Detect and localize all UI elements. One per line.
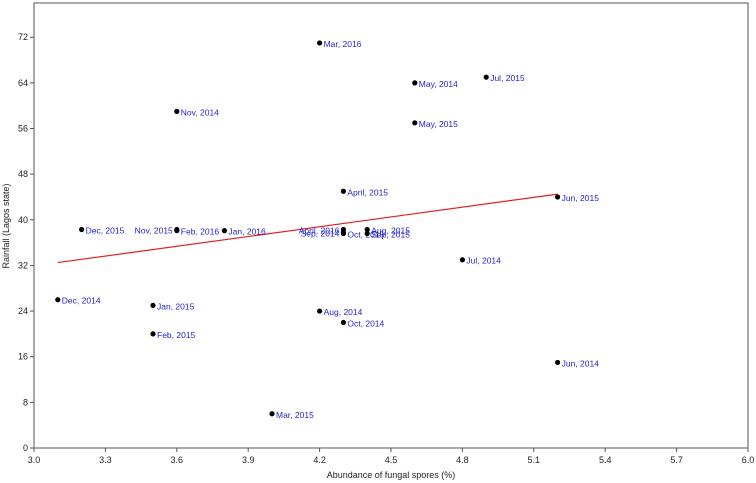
y-tick-label: 56 — [18, 124, 28, 134]
data-point-label: Jun, 2015 — [562, 193, 600, 203]
data-point — [364, 230, 370, 237]
x-tick-label: 3.3 — [99, 455, 112, 465]
y-axis: 0 8 16 24 32 40 48 56 64 72 — [18, 32, 34, 453]
data-point — [364, 226, 370, 233]
data-point-label: Sep, 2014 — [301, 228, 340, 238]
data-point-label: Feb, 2015 — [157, 330, 196, 340]
data-point — [55, 297, 61, 303]
y-tick-label: 40 — [18, 215, 28, 225]
data-point-label: Aug, 2014 — [324, 307, 363, 317]
y-tick-label: 8 — [23, 397, 28, 407]
x-tick-label: 4.2 — [313, 455, 326, 465]
data-point — [221, 228, 227, 234]
data-point-label: Oct, 2014 — [347, 318, 384, 328]
y-tick-label: 0 — [23, 443, 28, 453]
data-point — [317, 40, 323, 46]
data-point-label: Jan, 2015 — [157, 301, 195, 311]
data-point — [174, 108, 180, 114]
data-point-label: May, 2014 — [419, 79, 458, 89]
data-point — [174, 228, 180, 234]
data-point-label: Jul, 2014 — [466, 256, 501, 266]
data-point — [555, 359, 561, 366]
data-point — [340, 188, 346, 194]
trendline — [57, 193, 558, 264]
plot-area — [33, 2, 749, 449]
data-point-label: Jul, 2015 — [490, 73, 525, 83]
data-point-label: Feb, 2016 — [181, 227, 220, 237]
data-point — [317, 308, 323, 314]
y-tick-label: 32 — [18, 260, 28, 270]
x-tick-label: 5.4 — [599, 455, 612, 465]
x-tick-label: 4.5 — [385, 455, 398, 465]
y-tick-label: 64 — [18, 78, 28, 88]
data-point — [412, 80, 418, 86]
x-tick-label: 6.0 — [742, 455, 755, 465]
data-point — [150, 331, 156, 337]
y-axis-title: Rainfall (Lagos state) — [1, 183, 11, 268]
x-tick-label: 4.8 — [456, 455, 469, 465]
data-point-label: April, 2015 — [347, 187, 388, 197]
y-tick-label: 48 — [18, 169, 28, 179]
data-point-label: Mar, 2016 — [324, 39, 362, 49]
x-tick-label: 5.7 — [670, 455, 683, 465]
data-point-label: Nov, 2014 — [181, 107, 219, 117]
data-point-label: Jan, 2016 — [228, 227, 266, 237]
data-point-label: Dec, 2014 — [62, 296, 101, 306]
data-point — [412, 120, 418, 126]
data-point — [269, 411, 275, 417]
y-tick-label: 24 — [18, 306, 28, 316]
x-tick-label: 5.1 — [528, 455, 541, 465]
y-tick-label: 72 — [18, 32, 28, 42]
x-tick-label: 3.6 — [171, 455, 184, 465]
data-point-label: April, 2016 — [299, 225, 340, 235]
data-point — [79, 226, 85, 233]
x-tick-label: 3.0 — [28, 455, 41, 465]
data-point-label: Sep, 2015 — [371, 229, 410, 239]
data-point — [340, 319, 346, 326]
y-tick-label: 16 — [18, 352, 28, 362]
data-points: Mar, 2016 May, 2014 Jul, 2015 Nov, 2014 May,… — [55, 39, 599, 420]
data-point-label: May, 2015 — [419, 119, 458, 129]
x-axis-title: Abundance of fungal spores (%) — [327, 470, 456, 480]
data-point — [459, 257, 465, 263]
x-tick-label: 3.9 — [242, 455, 255, 465]
data-point-label: Mar, 2015 — [276, 410, 314, 420]
data-point-label: Nov, 2015 — [135, 225, 173, 235]
data-point — [150, 302, 156, 308]
x-axis: 3.0 3.3 3.6 3.9 4.2 4.5 4.8 5.1 5.4 5.7 6.0 — [28, 448, 755, 465]
data-point-label: Dec, 2015 — [86, 225, 125, 235]
data-point-label: Jun, 2014 — [562, 358, 600, 368]
data-point — [340, 230, 346, 237]
data-point — [555, 194, 561, 200]
data-point — [483, 74, 489, 80]
data-point-label: Aug, 2015 — [371, 225, 410, 235]
